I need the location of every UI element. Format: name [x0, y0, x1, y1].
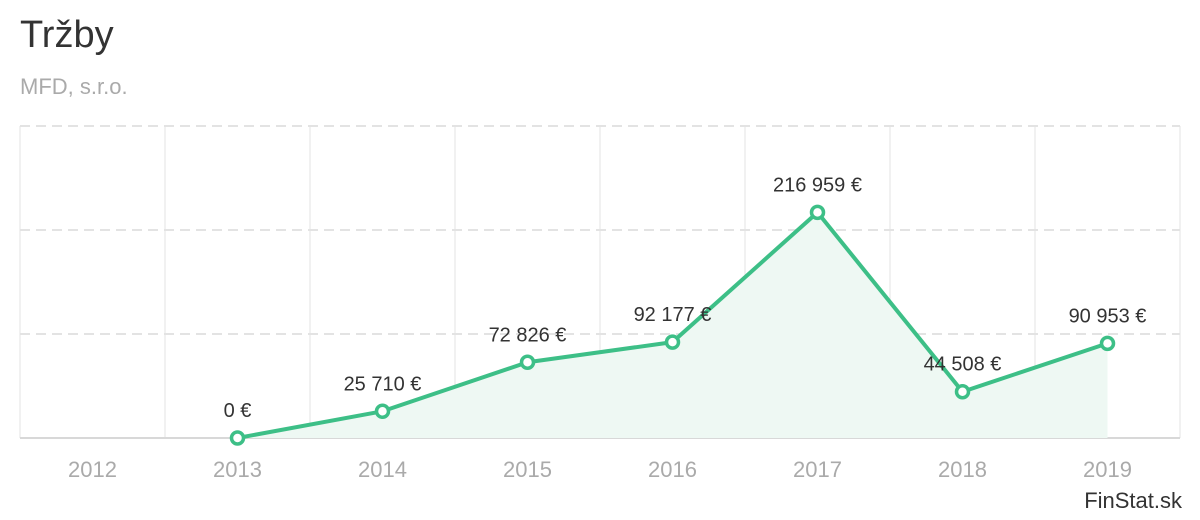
revenue-points	[229, 204, 1116, 446]
data-label: 90 953 €	[1069, 305, 1147, 327]
revenue-area-fill	[237, 212, 1108, 438]
data-point	[229, 430, 246, 446]
data-point	[664, 334, 681, 350]
data-point	[1099, 335, 1116, 352]
chart-subtitle: MFD, s.r.o.	[20, 74, 128, 99]
x-tick-label: 2012	[68, 457, 117, 482]
x-tick-label: 2017	[793, 457, 842, 482]
x-tick-label: 2016	[648, 457, 697, 482]
x-tick-label: 2014	[358, 457, 407, 482]
data-label: 44 508 €	[924, 354, 1002, 376]
data-label: 0 €	[224, 400, 252, 422]
x-tick-label: 2013	[213, 457, 262, 482]
data-point	[809, 204, 826, 221]
data-point	[374, 403, 391, 420]
chart-title: Tržby	[20, 14, 114, 56]
data-label: 25 710 €	[344, 373, 422, 395]
data-label: 216 959 €	[773, 174, 862, 196]
x-axis-ticks: 2012 2013 2014 2015 2016 2017 2018 2019	[68, 457, 1132, 482]
data-point	[519, 354, 536, 371]
source-credit: FinStat.sk	[1084, 488, 1182, 513]
revenue-data-labels: 0 € 25 710 € 72 826 € 92 177 € 216 959 € 44 5…	[224, 174, 1147, 422]
data-label: 72 826 €	[489, 324, 567, 346]
x-tick-label: 2018	[938, 457, 987, 482]
data-label: 92 177 €	[634, 304, 712, 326]
x-tick-label: 2019	[1083, 457, 1132, 482]
x-tick-label: 2015	[503, 457, 552, 482]
data-point	[954, 383, 971, 400]
